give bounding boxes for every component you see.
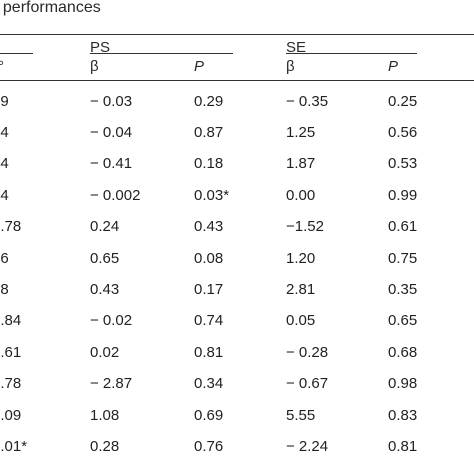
cell-ps-p: 0.08 xyxy=(194,250,224,267)
cell-se-p: 0.61 xyxy=(388,218,418,235)
table-row: 94 − 0.04 0.87 1.25 0.56 xyxy=(0,118,474,148)
cell-ps-beta: 0.24 xyxy=(90,218,120,235)
subheader-se-beta: β xyxy=(286,58,295,75)
cell-se-beta: − 0.67 xyxy=(286,375,329,392)
cell-left: 0.84 xyxy=(0,312,22,329)
cell-ps-p: 0.76 xyxy=(194,438,224,455)
cell-se-p: 0.53 xyxy=(388,155,418,172)
cell-left: 44 xyxy=(0,155,9,172)
cell-left: 84 xyxy=(0,187,9,204)
cell-se-p: 0.65 xyxy=(388,312,418,329)
cell-se-p: 0.68 xyxy=(388,344,418,361)
cell-ps-p: 0.34 xyxy=(194,375,224,392)
table-row: 78 0.43 0.17 2.81 0.35 xyxy=(0,275,474,305)
cell-ps-beta: 0.43 xyxy=(90,281,120,298)
cell-ps-p: 0.18 xyxy=(194,155,224,172)
subheader-ps-beta: β xyxy=(90,58,99,75)
cell-ps-beta: 0.02 xyxy=(90,344,120,361)
cell-se-beta: 1.20 xyxy=(286,250,316,267)
left-group-rule xyxy=(0,53,33,54)
cell-se-beta: 1.87 xyxy=(286,155,316,172)
cell-left: 0.09 xyxy=(0,407,22,424)
cell-ps-p: 0.29 xyxy=(194,93,224,110)
cell-left: 78 xyxy=(0,281,9,298)
cell-se-p: 0.56 xyxy=(388,124,418,141)
table-row: 96 0.65 0.08 1.20 0.75 xyxy=(0,244,474,274)
cell-ps-beta: − 0.02 xyxy=(90,312,133,329)
cell-ps-p: 0.03* xyxy=(194,187,230,204)
table-row: 89 − 0.03 0.29 − 0.35 0.25 xyxy=(0,87,474,117)
cell-ps-p: 0.74 xyxy=(194,312,224,329)
table-row: 0.78 − 2.87 0.34 − 0.67 0.98 xyxy=(0,369,474,399)
cell-se-beta: − 0.35 xyxy=(286,93,329,110)
table-row: 0.78 0.24 0.43 −1.52 0.61 xyxy=(0,212,474,242)
cell-se-beta: −1.52 xyxy=(286,218,324,235)
cell-ps-beta: 0.65 xyxy=(90,250,120,267)
cell-se-p: 0.75 xyxy=(388,250,418,267)
cell-left: 96 xyxy=(0,250,9,267)
cell-se-p: 0.83 xyxy=(388,407,418,424)
cell-se-beta: 1.25 xyxy=(286,124,316,141)
cell-left: 0.78 xyxy=(0,375,22,392)
cell-left: 89 xyxy=(0,93,9,110)
ps-group-rule xyxy=(90,53,233,54)
cell-se-beta: − 2.24 xyxy=(286,438,329,455)
table-row: 44 − 0.41 0.18 1.87 0.53 xyxy=(0,149,474,179)
table-row: 0.61 0.02 0.81 − 0.28 0.68 xyxy=(0,338,474,368)
cell-ps-p: 0.81 xyxy=(194,344,224,361)
subheader-left-fragment: ° xyxy=(0,58,4,75)
cell-ps-beta: − 0.002 xyxy=(90,187,141,204)
cell-se-beta: − 0.28 xyxy=(286,344,329,361)
cell-se-beta: 0.05 xyxy=(286,312,316,329)
cell-se-p: 0.25 xyxy=(388,93,418,110)
cell-left: 94 xyxy=(0,124,9,141)
cell-ps-beta: 1.08 xyxy=(90,407,120,424)
cell-left: 0.01* xyxy=(0,438,28,455)
top-rule xyxy=(0,34,474,35)
table-caption: al performances xyxy=(0,0,101,16)
cell-se-beta: 2.81 xyxy=(286,281,316,298)
cell-se-p: 0.81 xyxy=(388,438,418,455)
cell-ps-beta: − 0.41 xyxy=(90,155,133,172)
se-group-rule xyxy=(286,53,417,54)
cell-se-p: 0.98 xyxy=(388,375,418,392)
subheader-se-p: P xyxy=(388,58,399,75)
cell-ps-p: 0.69 xyxy=(194,407,224,424)
cell-se-beta: 5.55 xyxy=(286,407,316,424)
cell-ps-beta: − 0.03 xyxy=(90,93,133,110)
group-header-se: SE xyxy=(286,39,307,56)
cell-ps-p: 0.17 xyxy=(194,281,224,298)
cell-ps-beta: 0.28 xyxy=(90,438,120,455)
table-row: 84 − 0.002 0.03* 0.00 0.99 xyxy=(0,181,474,211)
group-header-ps: PS xyxy=(90,39,111,56)
subheader-ps-p: P xyxy=(194,58,205,75)
table-row: 0.09 1.08 0.69 5.55 0.83 xyxy=(0,401,474,431)
cell-se-beta: 0.00 xyxy=(286,187,316,204)
cell-ps-beta: − 0.04 xyxy=(90,124,133,141)
cell-ps-p: 0.87 xyxy=(194,124,224,141)
cell-left: 0.61 xyxy=(0,344,22,361)
cell-se-p: 0.35 xyxy=(388,281,418,298)
table-row: 0.01* 0.28 0.76 − 2.24 0.81 xyxy=(0,432,474,462)
cell-se-p: 0.99 xyxy=(388,187,418,204)
header-bottom-rule xyxy=(0,80,474,81)
cell-ps-beta: − 2.87 xyxy=(90,375,133,392)
cell-left: 0.78 xyxy=(0,218,22,235)
table-row: 0.84 − 0.02 0.74 0.05 0.65 xyxy=(0,306,474,336)
cell-ps-p: 0.43 xyxy=(194,218,224,235)
